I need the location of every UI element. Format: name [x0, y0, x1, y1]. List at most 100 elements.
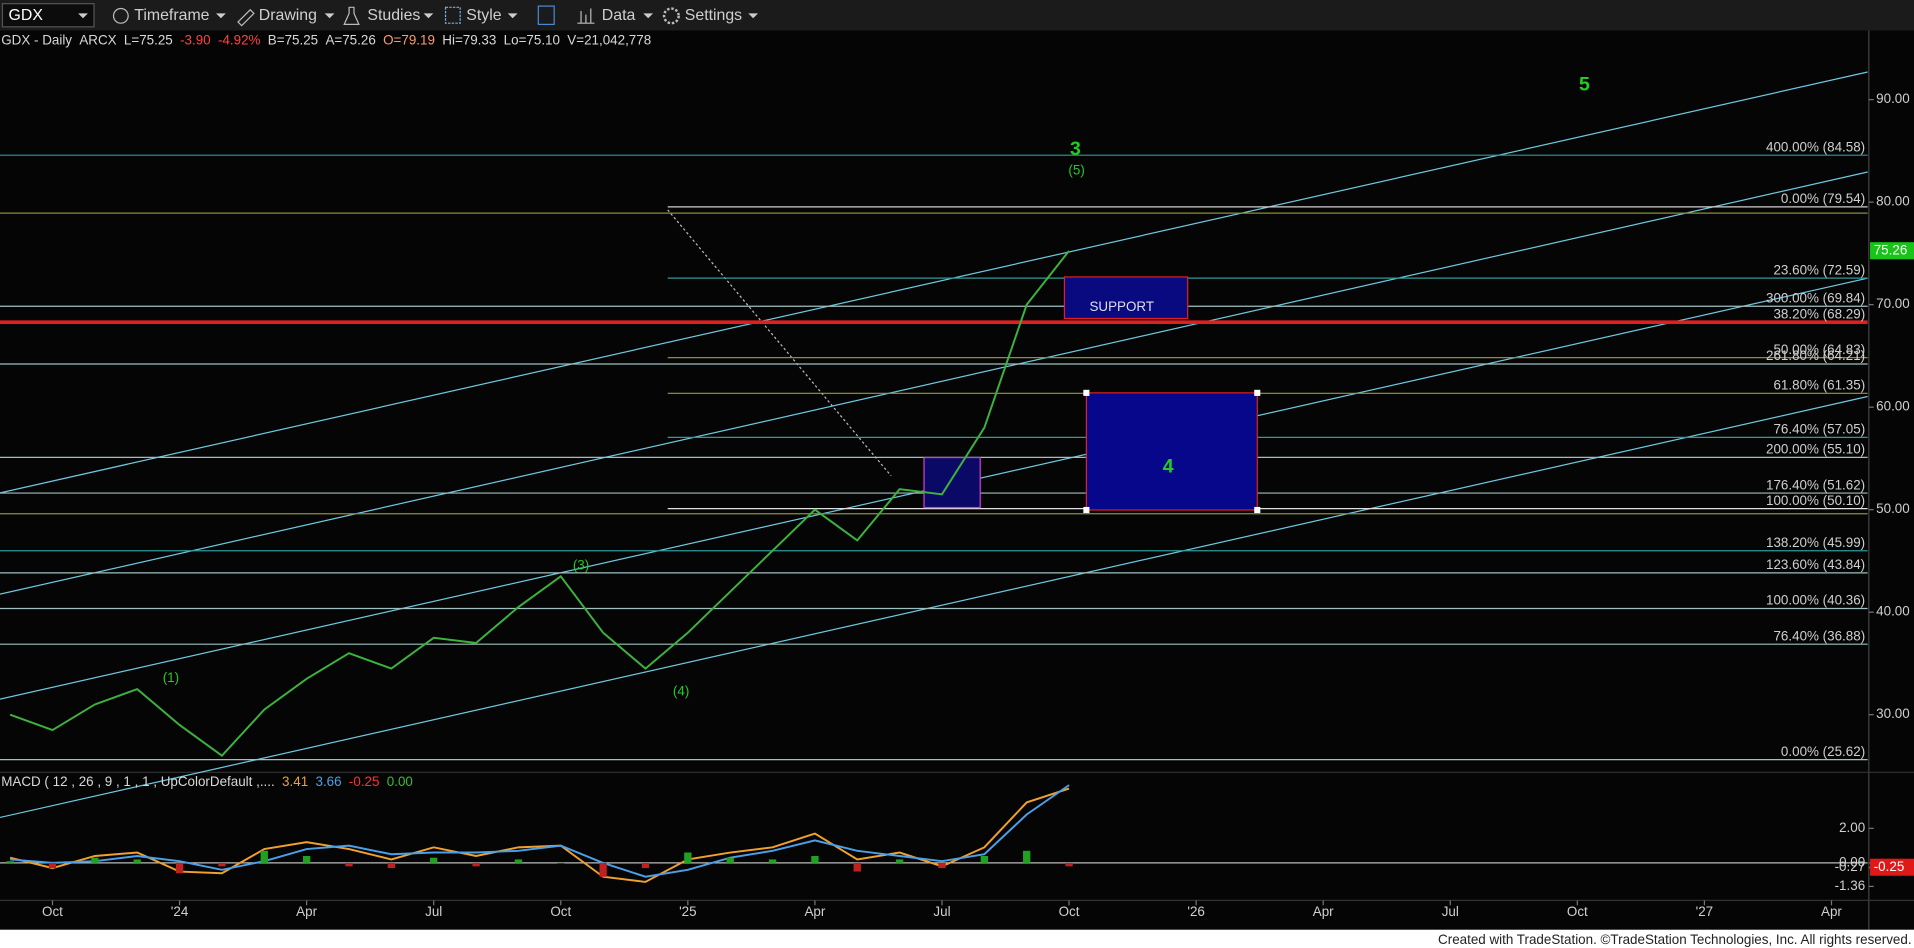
quote-item: B=75.25	[268, 32, 318, 47]
fib-label: 261.80% (64.21)	[1766, 348, 1865, 363]
x-tick-label: Apr	[804, 904, 825, 919]
x-tick-label: Oct	[550, 904, 571, 919]
dropdown-arrow	[78, 13, 88, 19]
icon	[112, 7, 129, 24]
fib-label: 300.00% (69.84)	[1766, 291, 1865, 306]
y-tick-label: 30.00	[1876, 706, 1910, 721]
quote-item: GDX - Daily	[1, 32, 72, 47]
support-box	[1063, 276, 1189, 320]
quote-item: O=79.19	[383, 32, 435, 47]
wave-label: (5)	[1068, 162, 1084, 177]
histogram-bar	[599, 862, 607, 877]
box	[923, 456, 981, 509]
wave-label: 4	[1163, 455, 1174, 477]
histogram-bar	[6, 861, 14, 863]
histogram-bar	[557, 862, 565, 864]
fib-label: 123.60% (43.84)	[1766, 557, 1865, 572]
fib-label: 38.20% (68.29)	[1773, 306, 1865, 321]
footer: Created with TradeStation. ©TradeStation…	[1438, 932, 1912, 947]
histogram-bar	[387, 862, 396, 869]
histogram-bar	[726, 857, 734, 863]
histogram-bar	[133, 859, 141, 863]
fib-label: 176.40% (51.62)	[1766, 477, 1865, 492]
wave-label: (4)	[673, 683, 689, 698]
macd-readout: -0.25	[349, 774, 380, 789]
y-tick-label: 0.00	[1839, 854, 1865, 869]
histogram-bar	[430, 857, 438, 863]
quote-item: Hi=79.33	[442, 32, 496, 47]
x-axis: Oct '24 Apr Jul Oct '25 Apr Jul Oct '26 Apr Jul Oct '…	[42, 900, 1842, 919]
quote-item: V=21,042,778	[567, 32, 651, 47]
macd-pane: 2.00 0.00-0.27 -1.36 -0.25	[0, 784, 1914, 893]
x-tick-label: '24	[171, 904, 189, 919]
fib-label: 76.40% (57.05)	[1773, 422, 1865, 437]
icon	[662, 7, 680, 25]
histogram-bar	[641, 862, 650, 869]
wave-label: (1)	[163, 670, 179, 685]
histogram-bar	[260, 850, 268, 863]
wave-label: 5	[1579, 74, 1590, 96]
target-box	[1085, 392, 1258, 511]
y-tick-label: 50.00	[1876, 501, 1910, 516]
histogram-bar	[1065, 862, 1073, 867]
icon[interactable]	[537, 5, 555, 26]
x-tick-label: Apr	[1313, 904, 1334, 919]
histogram-bar	[811, 855, 819, 863]
fib-label: 138.20% (45.99)	[1766, 535, 1865, 550]
dropdown-arrow	[423, 13, 434, 19]
histogram-bar	[768, 859, 777, 863]
y-tick-label: 90.00	[1876, 91, 1910, 106]
y-tick-label: 60.00	[1876, 399, 1910, 414]
handle[interactable]	[1254, 506, 1261, 514]
quote-line: GDX - Daily ARCX L=75.25 -3.90 -4.92% B=75.25…	[1, 32, 651, 47]
fib-label: 50.00% (64.83)	[1773, 342, 1865, 357]
handle[interactable]	[1083, 389, 1090, 396]
x-tick-label: '25	[679, 904, 696, 919]
wave-label: (3)	[573, 558, 589, 573]
x-tick-label: Jul	[425, 904, 442, 919]
histogram-bar	[91, 857, 99, 863]
symbol: GDX	[9, 7, 44, 24]
macd-line	[9, 787, 1070, 883]
y-tick-label: 80.00	[1876, 194, 1910, 209]
histogram-bar	[980, 855, 989, 863]
y-tick-label: 2.00	[1839, 820, 1865, 835]
dropdown-arrow	[507, 13, 518, 19]
fib-levels: 400.00% (84.58) 0.00% (79.54) 23.60% (72.5…	[0, 139, 1868, 761]
box-label: SUPPORT	[1089, 299, 1154, 314]
channel-lines	[0, 71, 1868, 819]
symbol-box[interactable]	[1, 3, 95, 28]
histogram-bar	[895, 859, 904, 863]
x-tick-label: Jul	[1442, 904, 1459, 919]
histogram-bar	[853, 862, 861, 872]
quote-item: L=75.25	[124, 32, 173, 47]
fib-anchor-line	[667, 209, 892, 477]
dropdown-arrow	[216, 13, 226, 19]
last-value-tag	[1870, 242, 1914, 260]
trend-line	[0, 171, 1868, 595]
trend-line	[0, 71, 1868, 494]
handle[interactable]	[1083, 506, 1090, 514]
fib-label: 200.00% (55.10)	[1766, 442, 1865, 457]
menu[interactable]: Style	[466, 7, 501, 24]
menu[interactable]: Studies	[367, 7, 420, 24]
quote-item: -3.90	[180, 32, 211, 47]
last-value-tag	[1870, 858, 1914, 876]
footer-band	[0, 929, 1914, 948]
menu[interactable]: Data	[602, 7, 636, 24]
icon	[343, 6, 360, 26]
y-tick-label: -0.27	[1835, 859, 1866, 874]
macd-readout: 3.41	[282, 774, 308, 789]
menu[interactable]: Timeframe	[134, 7, 209, 24]
histogram-bar	[1023, 850, 1031, 863]
menu[interactable]: Settings	[685, 7, 742, 24]
macd-line	[10, 784, 1070, 878]
quote-item: A=75.26	[325, 32, 375, 47]
menu[interactable]: Drawing	[259, 7, 317, 24]
y-tick-label: 70.00	[1876, 296, 1910, 311]
y-tick-label: 40.00	[1876, 604, 1910, 619]
fib-label: 61.80% (61.35)	[1773, 378, 1865, 393]
handle[interactable]	[1254, 389, 1261, 396]
toolbar-menus: Timeframe Drawing Studies Style Data Set…	[112, 5, 759, 27]
